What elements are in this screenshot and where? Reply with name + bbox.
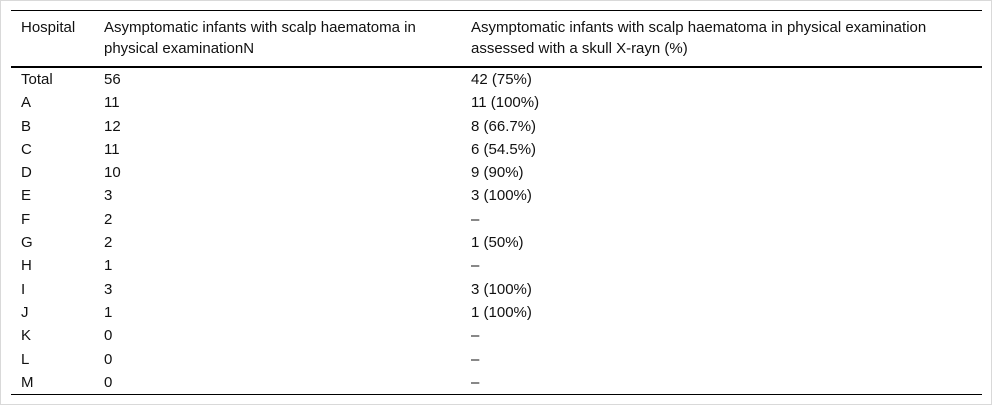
header-row: Hospital Asymptomatic infants with scalp… [11,10,982,68]
hospital-skull-xray-table: Hospital Asymptomatic infants with scalp… [11,10,982,396]
table-row: L 0 – [11,348,982,371]
table-body: Total 56 42 (75%) A 11 11 (100%) B 12 8 (66.7%) C… [11,67,982,395]
n-cell: 2 [104,234,113,252]
table-row: B 12 8 (66.7%) [11,115,982,138]
hospital-cell: A [21,94,32,112]
xray-cell: – [471,257,480,275]
table-row: C 11 6 (54.5%) [11,138,982,161]
hospital-cell: L [21,350,30,368]
table-row: E 3 3 (100%) [11,184,982,207]
hospital-cell: H [21,257,32,275]
n-cell: 11 [104,94,120,112]
table-row: I 3 3 (100%) [11,278,982,301]
n-cell: 1 [104,257,113,275]
n-cell: 56 [104,71,121,88]
n-cell: 10 [104,164,121,182]
n-cell: 0 [104,373,113,391]
xray-cell: 11 (100%) [471,94,540,112]
table-row: M 0 – [11,371,982,395]
n-cell: 2 [104,210,113,228]
table-header: Hospital Asymptomatic infants with scalp… [11,10,982,68]
n-cell: 11 [104,140,120,158]
hospital-cell: M [21,373,34,391]
n-cell: 1 [104,303,113,321]
hospital-cell: D [21,164,32,182]
hospital-cell: F [21,210,31,228]
n-cell: 3 [104,187,113,205]
col-header-skull-xray: Asymptomatic infants with scalp haematom… [471,10,982,68]
xray-cell: – [471,373,480,391]
table-row: D 10 9 (90%) [11,161,982,184]
hospital-cell: C [21,140,32,158]
xray-cell: 3 (100%) [471,280,532,298]
hospital-cell: G [21,234,33,252]
xray-cell: 6 (54.5%) [471,140,537,158]
xray-cell: 3 (100%) [471,187,532,205]
xray-cell: – [471,327,480,345]
xray-cell: – [471,210,480,228]
table-row: G 2 1 (50%) [11,231,982,254]
table-row: A 11 11 (100%) [11,91,982,114]
table-row: Total 56 42 (75%) [11,67,982,91]
xray-cell: 1 (50%) [471,234,524,252]
col-header-asymptomatic-n: Asymptomatic infants with scalp haematom… [104,10,471,68]
xray-cell: 42 (75%) [471,71,532,88]
hospital-cell: J [21,303,29,321]
col-header-hospital: Hospital [11,10,104,68]
n-cell: 0 [104,327,113,345]
n-cell: 3 [104,280,113,298]
hospital-cell: Total [21,71,53,88]
xray-cell: 9 (90%) [471,164,524,182]
xray-cell: 1 (100%) [471,303,532,321]
table-row: J 1 1 (100%) [11,301,982,324]
table-row: K 0 – [11,324,982,347]
n-cell: 0 [104,350,113,368]
xray-cell: 8 (66.7%) [471,117,537,135]
table-row: F 2 – [11,208,982,231]
hospital-cell: I [21,280,26,298]
hospital-cell: B [21,117,32,135]
table-row: H 1 – [11,254,982,277]
xray-cell: – [471,350,480,368]
hospital-cell: E [21,187,32,205]
hospital-cell: K [21,327,32,345]
n-cell: 12 [104,117,121,135]
